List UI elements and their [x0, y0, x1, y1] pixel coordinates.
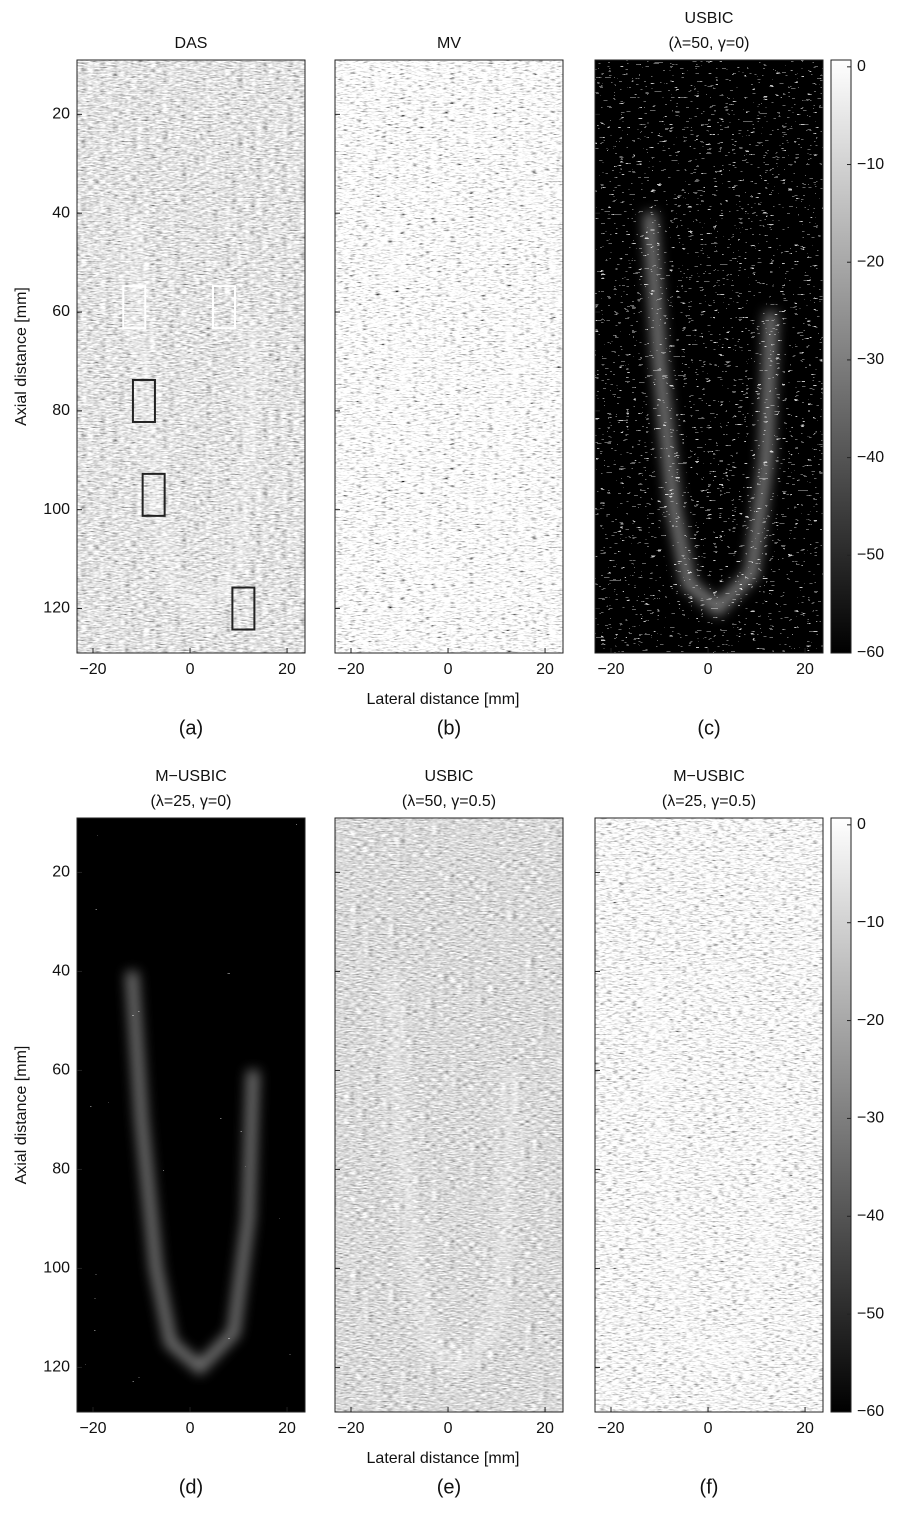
colorbar-tick-label: −50 — [857, 547, 884, 564]
panel-caption: (d) — [179, 1476, 203, 1498]
x-tick-label: 20 — [536, 1420, 554, 1437]
y-tick-label: 100 — [43, 501, 70, 518]
tissue-structure — [643, 971, 778, 1376]
panel-caption: (e) — [437, 1476, 461, 1498]
y-tick-label: 120 — [43, 600, 70, 617]
panel-title: (λ=50, γ=0) — [669, 35, 750, 52]
panel-title: USBIC — [425, 768, 474, 785]
colorbar-tick-label: −10 — [857, 156, 884, 173]
colorbar — [830, 817, 852, 1413]
y-axis-label: Axial distance [mm] — [13, 1046, 30, 1185]
x-tick-label: 0 — [704, 1420, 713, 1437]
frame — [594, 817, 824, 1413]
panel-caption: (b) — [437, 717, 461, 739]
panel-title: (λ=25, γ=0.5) — [662, 793, 756, 810]
frame — [594, 59, 824, 654]
x-axis-label: Lateral distance [mm] — [367, 1450, 520, 1467]
x-tick-label: 0 — [444, 661, 453, 678]
ultrasound-image — [77, 60, 305, 653]
frame — [334, 59, 564, 654]
colorbar — [830, 59, 852, 654]
x-tick-label: −20 — [597, 661, 624, 678]
y-tick-label: 20 — [52, 864, 70, 881]
frame — [76, 59, 306, 654]
y-axis-label: Axial distance [mm] — [13, 287, 30, 426]
ultrasound-image — [335, 818, 563, 1412]
y-tick-label: 40 — [52, 204, 70, 221]
y-tick-label: 60 — [52, 303, 70, 320]
y-tick-label: 120 — [43, 1359, 70, 1376]
roi-box — [141, 472, 166, 517]
speckle — [595, 818, 823, 1412]
colorbar-tick-label: −40 — [857, 449, 884, 466]
panel-caption: (c) — [697, 717, 720, 739]
speckle — [595, 60, 823, 653]
x-tick-label: −20 — [337, 661, 364, 678]
x-tick-label: 20 — [536, 661, 554, 678]
x-tick-label: −20 — [79, 1420, 106, 1437]
x-tick-label: −20 — [337, 1420, 364, 1437]
panel-title: (λ=25, γ=0) — [151, 793, 232, 810]
roi-box — [211, 285, 236, 330]
colorbar-tick-label: −20 — [857, 1012, 884, 1029]
tissue-structure — [643, 212, 778, 617]
x-tick-label: 20 — [278, 661, 296, 678]
colorbar-tick-label: −60 — [857, 644, 884, 661]
speckle — [77, 60, 305, 653]
x-tick-label: −20 — [79, 661, 106, 678]
x-tick-label: 20 — [796, 1420, 814, 1437]
ultrasound-image — [595, 60, 823, 653]
x-tick-label: 20 — [278, 1420, 296, 1437]
x-tick-label: 0 — [444, 1420, 453, 1437]
x-tick-label: 0 — [704, 661, 713, 678]
speckle — [335, 60, 563, 653]
tissue-structure — [125, 971, 260, 1376]
y-tick-label: 60 — [52, 1062, 70, 1079]
y-tick-label: 80 — [52, 1161, 70, 1178]
panel-title: USBIC — [685, 10, 734, 27]
roi-box — [231, 586, 256, 631]
x-axis-label: Lateral distance [mm] — [367, 691, 520, 708]
panel-title: (λ=50, γ=0.5) — [402, 793, 496, 810]
ultrasound-image — [595, 818, 823, 1412]
panel-caption: (a) — [179, 717, 203, 739]
colorbar-tick-label: −50 — [857, 1305, 884, 1322]
panel-title: M−USBIC — [155, 768, 227, 785]
panel-caption: (f) — [700, 1476, 719, 1498]
speckle — [77, 818, 305, 1412]
ultrasound-image — [77, 818, 305, 1412]
x-tick-label: 0 — [186, 1420, 195, 1437]
tissue-structure — [383, 212, 518, 617]
x-tick-label: 0 — [186, 661, 195, 678]
x-tick-label: −20 — [597, 1420, 624, 1437]
panel-title: M−USBIC — [673, 768, 745, 785]
frame — [334, 817, 564, 1413]
frame — [76, 817, 306, 1413]
colorbar-tick-label: −60 — [857, 1403, 884, 1420]
speckle — [335, 818, 563, 1412]
y-tick-label: 20 — [52, 106, 70, 123]
tissue-structure — [383, 971, 518, 1376]
tissue-structure — [125, 212, 260, 617]
y-tick-label: 40 — [52, 963, 70, 980]
colorbar-tick-label: 0 — [857, 816, 866, 833]
colorbar-tick-label: −30 — [857, 1110, 884, 1127]
roi-box — [122, 285, 147, 330]
ultrasound-image — [335, 60, 563, 653]
x-tick-label: 20 — [796, 661, 814, 678]
roi-box — [131, 378, 156, 423]
y-tick-label: 100 — [43, 1260, 70, 1277]
y-tick-label: 80 — [52, 402, 70, 419]
colorbar-tick-label: 0 — [857, 58, 866, 75]
colorbar-tick-label: −20 — [857, 253, 884, 270]
colorbar-tick-label: −40 — [857, 1208, 884, 1225]
panel-title: DAS — [175, 35, 208, 52]
colorbar-tick-label: −10 — [857, 914, 884, 931]
colorbar-tick-label: −30 — [857, 351, 884, 368]
panel-title: MV — [437, 35, 461, 52]
